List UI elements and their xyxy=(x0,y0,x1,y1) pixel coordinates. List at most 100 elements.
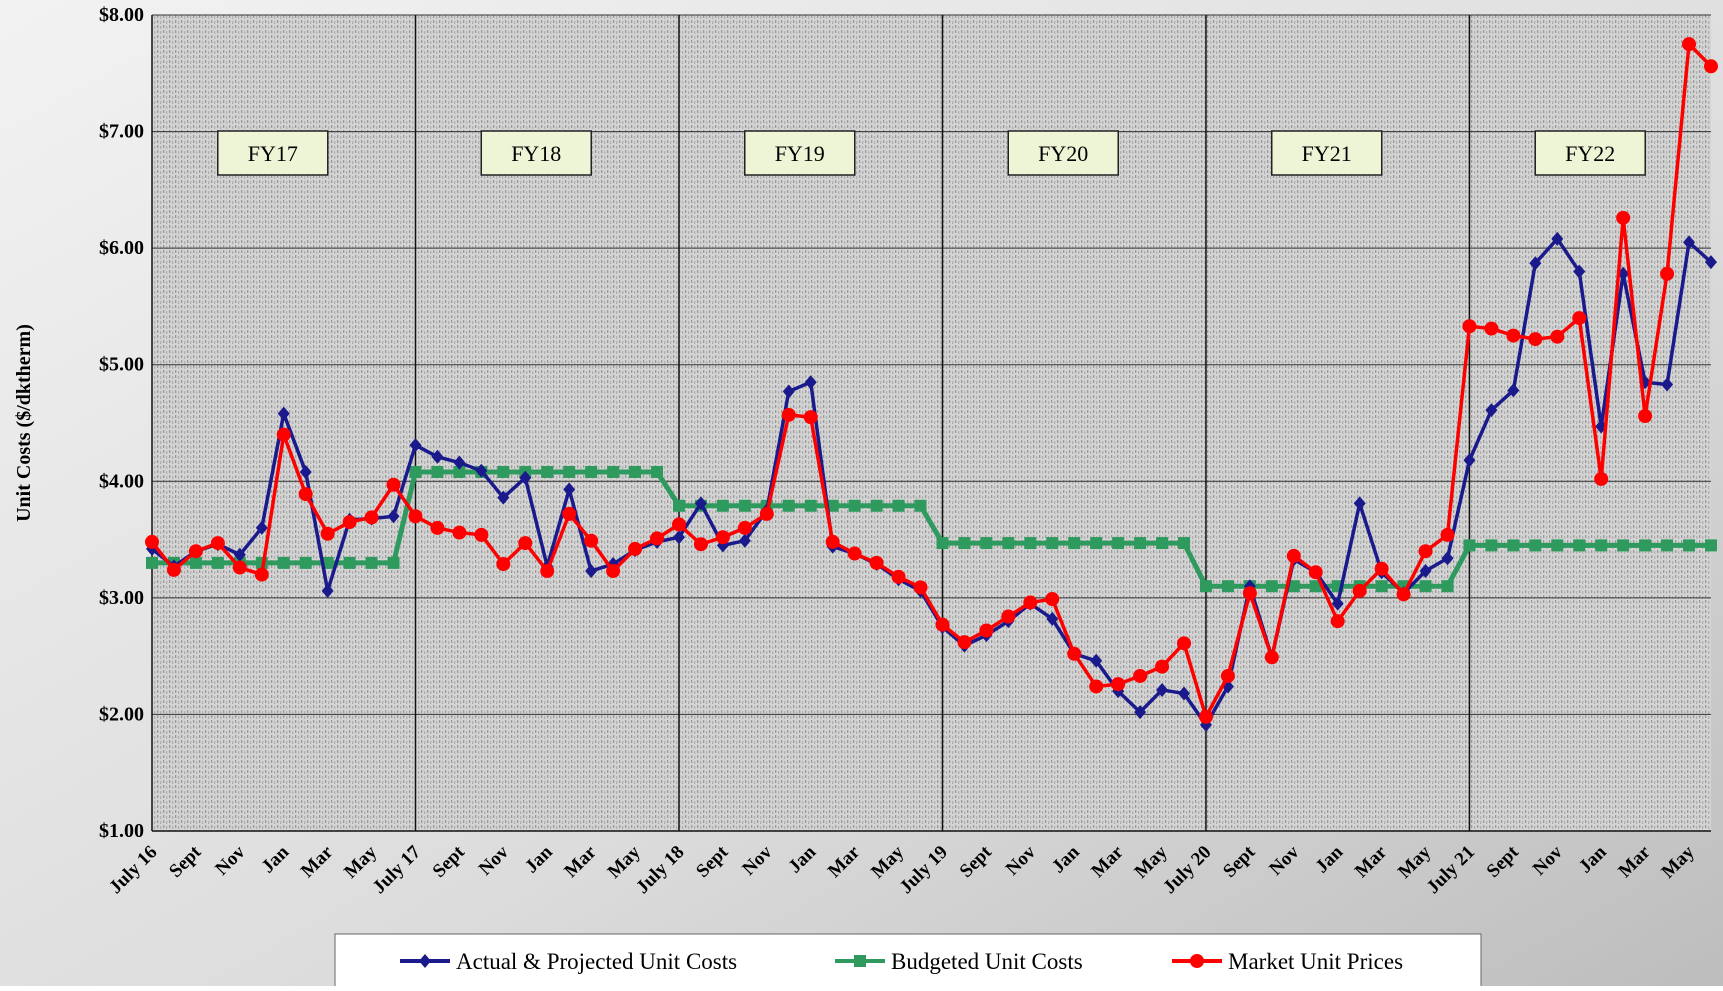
point xyxy=(803,410,818,425)
point xyxy=(672,530,685,545)
point xyxy=(1089,679,1104,694)
point xyxy=(1661,377,1674,392)
point xyxy=(211,556,224,569)
point xyxy=(1155,659,1170,674)
point xyxy=(607,465,620,478)
fy-box xyxy=(480,130,593,176)
point xyxy=(913,580,928,595)
point xyxy=(277,556,290,569)
point xyxy=(1529,539,1542,552)
point xyxy=(1001,609,1016,624)
point xyxy=(651,465,664,478)
point xyxy=(232,560,247,575)
point xyxy=(233,547,246,562)
y-tick-label: $2.00 xyxy=(99,703,144,725)
point xyxy=(585,564,598,579)
point xyxy=(1068,537,1081,550)
point xyxy=(1551,231,1564,246)
point xyxy=(585,465,598,478)
point xyxy=(1156,537,1169,550)
fy-label: FY20 xyxy=(1038,141,1088,166)
point xyxy=(782,384,795,399)
point xyxy=(694,496,707,511)
point xyxy=(1528,332,1543,347)
point xyxy=(1067,646,1082,661)
point xyxy=(1485,539,1498,552)
point xyxy=(1507,539,1520,552)
point xyxy=(1134,705,1147,720)
point xyxy=(299,556,312,569)
point xyxy=(1264,650,1279,665)
point xyxy=(343,556,356,569)
point xyxy=(979,623,994,638)
point xyxy=(474,527,489,542)
point xyxy=(1441,580,1454,593)
point xyxy=(1111,677,1126,692)
point xyxy=(255,520,268,535)
point xyxy=(1198,709,1213,724)
point xyxy=(804,375,817,390)
point xyxy=(1683,235,1696,250)
point xyxy=(475,463,488,478)
point xyxy=(1639,539,1652,552)
point xyxy=(848,499,861,512)
point xyxy=(387,509,400,524)
point xyxy=(1046,537,1059,550)
point xyxy=(628,541,643,556)
point xyxy=(145,534,159,549)
point xyxy=(672,499,685,512)
point xyxy=(1506,328,1521,343)
point xyxy=(892,499,905,512)
point xyxy=(1353,496,1366,511)
point xyxy=(1309,580,1322,593)
point xyxy=(1704,59,1718,74)
point xyxy=(1661,539,1674,552)
point xyxy=(541,465,554,478)
fy-box xyxy=(217,130,329,176)
point xyxy=(453,455,466,470)
point xyxy=(1112,537,1125,550)
point xyxy=(825,534,840,549)
point xyxy=(957,635,972,650)
point xyxy=(1156,682,1169,697)
point xyxy=(276,427,291,442)
point xyxy=(1375,580,1388,593)
point xyxy=(1705,539,1717,552)
y-axis-label: Unit Costs ($/dktherm) xyxy=(13,324,35,522)
point xyxy=(1352,583,1367,598)
point xyxy=(1178,686,1191,701)
fy-label: FY17 xyxy=(248,141,298,166)
point xyxy=(1440,527,1455,542)
point xyxy=(1595,539,1608,552)
point xyxy=(1374,561,1389,576)
y-tick-label: $8.00 xyxy=(99,4,144,26)
point xyxy=(277,406,290,421)
legend-label: Market Unit Prices xyxy=(1228,949,1403,974)
point xyxy=(365,556,378,569)
point xyxy=(804,499,817,512)
point xyxy=(781,407,796,422)
point xyxy=(1134,537,1147,550)
point xyxy=(1199,580,1212,593)
point xyxy=(386,477,401,492)
point xyxy=(189,556,202,569)
legend-box xyxy=(334,933,1482,991)
fy-label: FY22 xyxy=(1565,141,1615,166)
point xyxy=(737,520,752,535)
point xyxy=(715,530,730,545)
point xyxy=(188,544,203,559)
point xyxy=(1002,537,1015,550)
point xyxy=(1418,544,1433,559)
point xyxy=(1463,539,1476,552)
point xyxy=(496,557,511,572)
point xyxy=(518,536,533,551)
point xyxy=(321,583,334,598)
point xyxy=(1178,537,1191,550)
point xyxy=(1242,586,1257,601)
fy-box xyxy=(744,130,856,176)
fy-label: FY19 xyxy=(775,141,825,166)
point xyxy=(1485,403,1498,418)
point xyxy=(1221,580,1234,593)
point xyxy=(738,499,751,512)
